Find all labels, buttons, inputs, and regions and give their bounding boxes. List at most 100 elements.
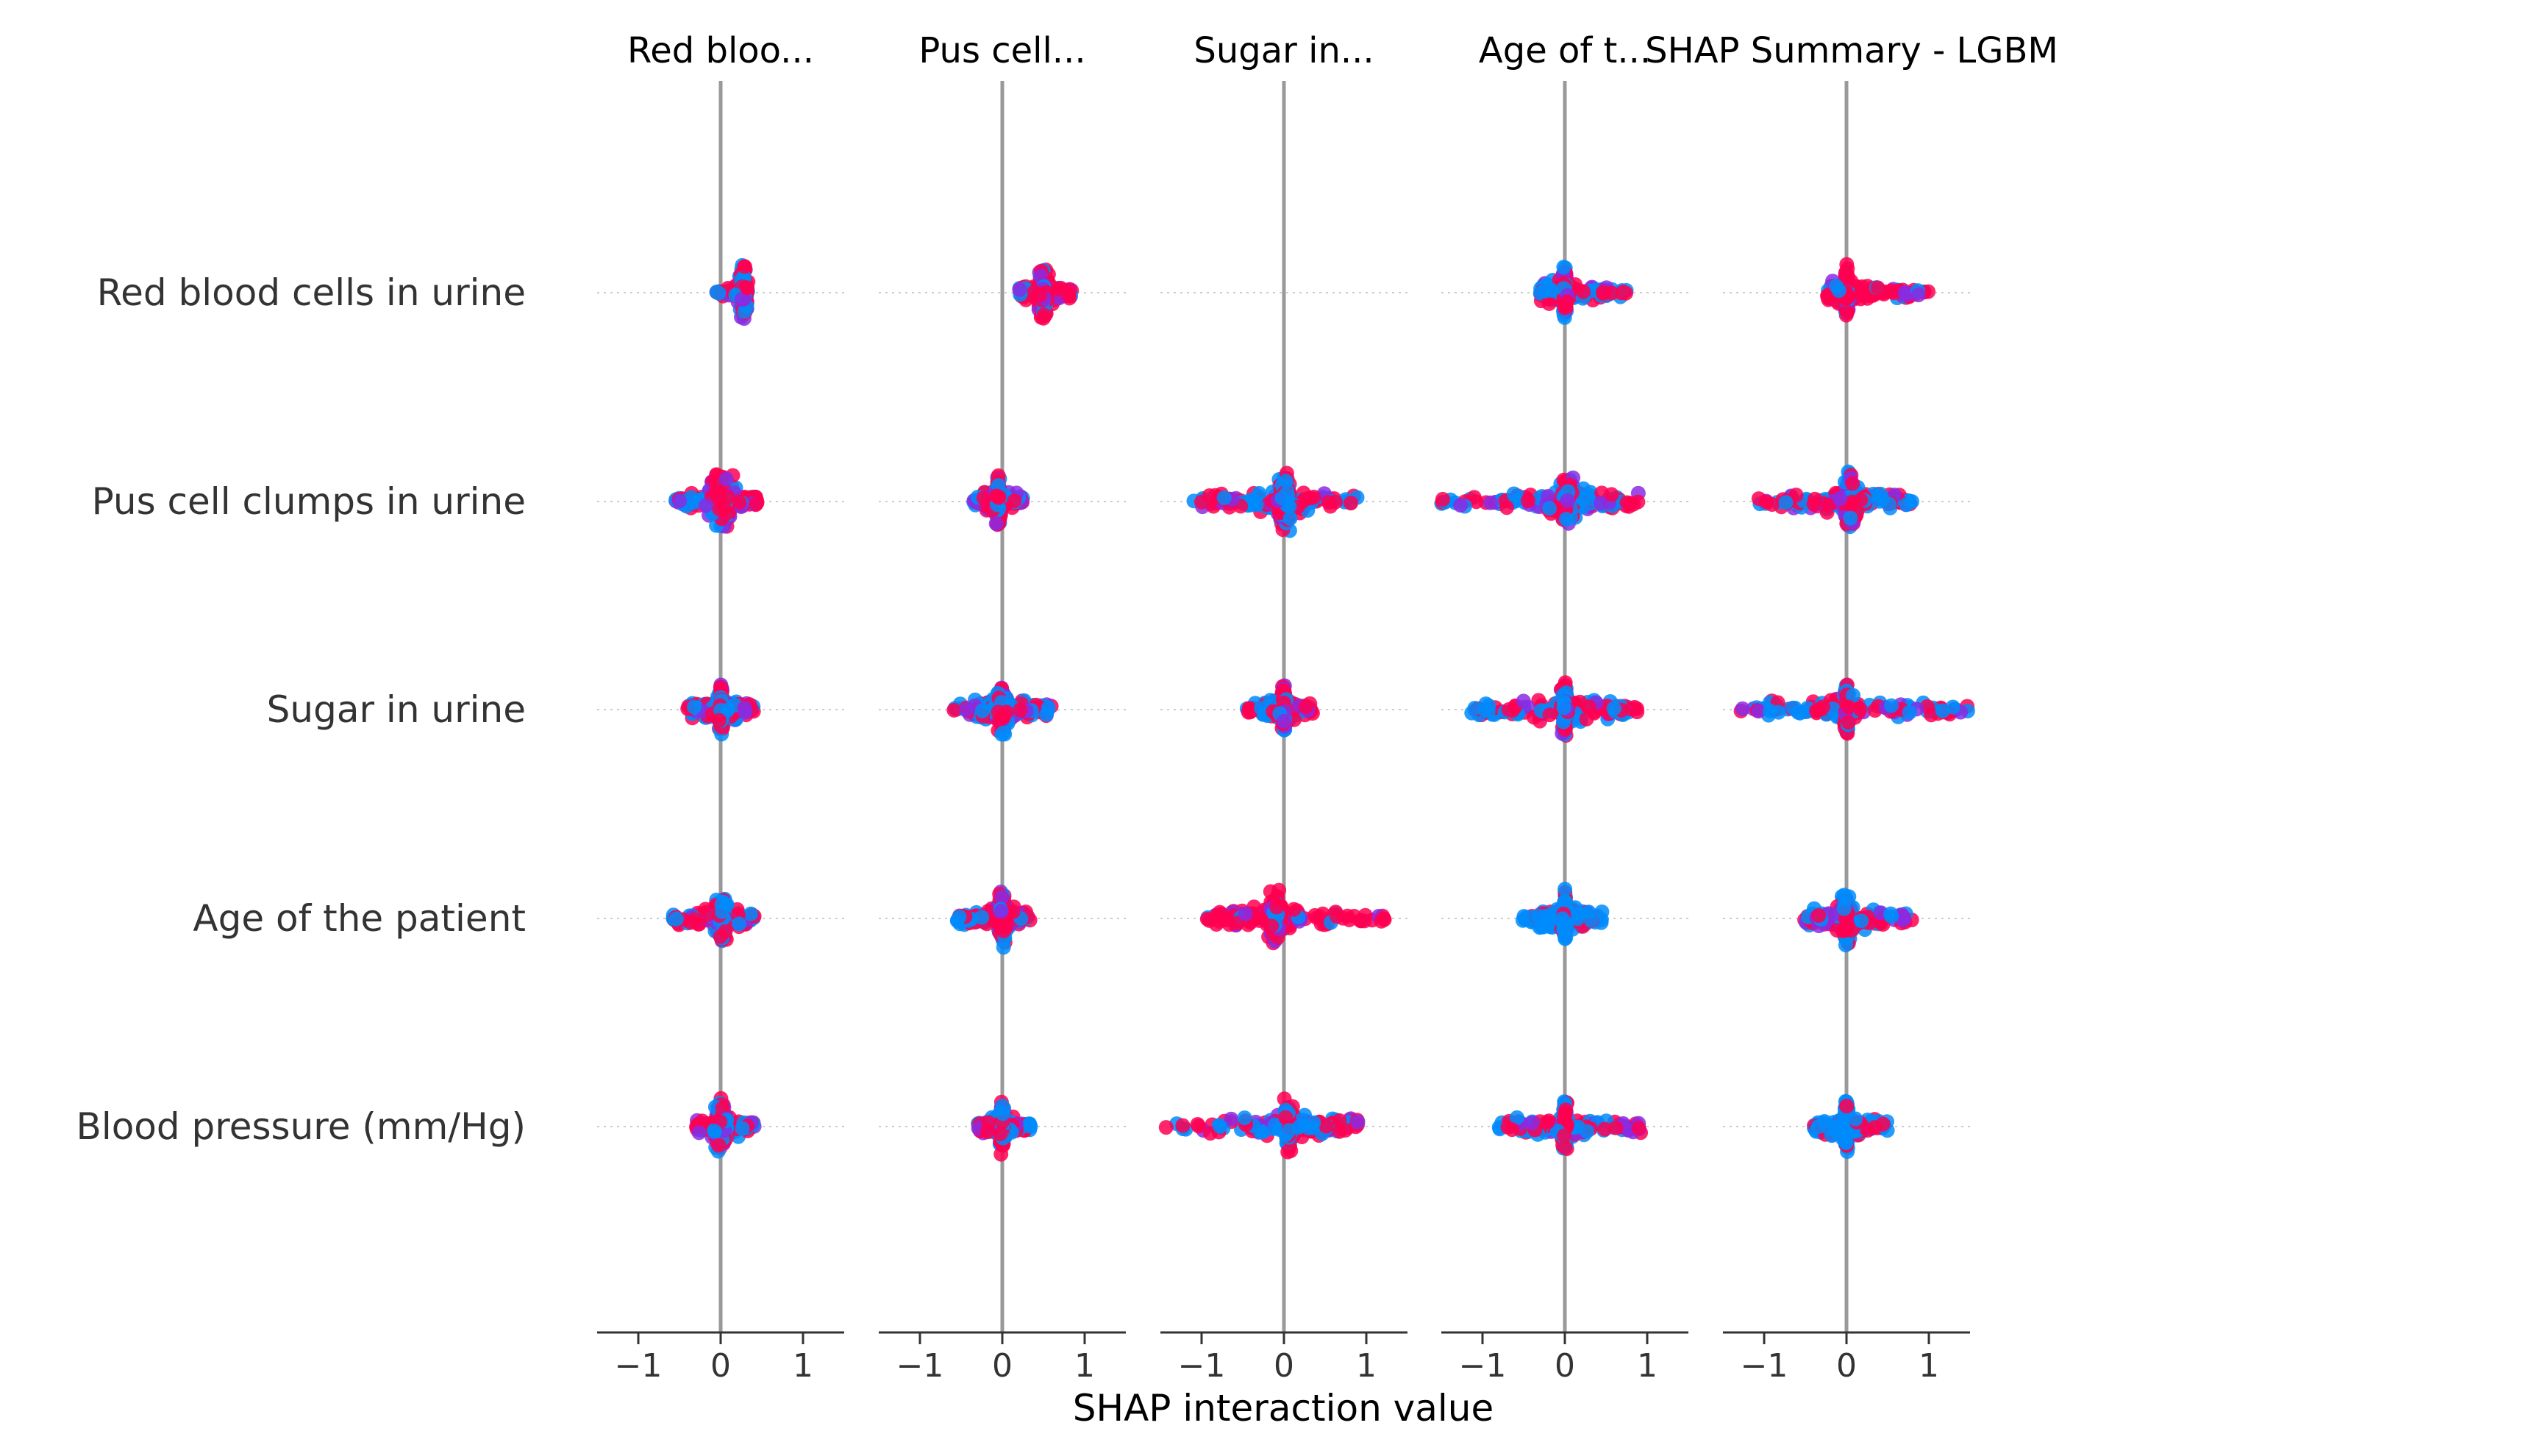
data-point — [1274, 490, 1290, 506]
data-point — [1624, 702, 1639, 717]
data-point — [1269, 899, 1285, 915]
data-point — [712, 501, 727, 516]
data-point — [1278, 1110, 1294, 1125]
panel-4: Age of t...−1 0 1 — [1434, 30, 1688, 1385]
beeswarm-row — [1186, 465, 1365, 538]
feature-label: Blood pressure (mm/Hg) — [76, 1105, 526, 1148]
data-point — [1559, 294, 1574, 310]
data-point — [1556, 700, 1571, 715]
data-point — [1377, 912, 1392, 927]
data-point — [734, 292, 749, 307]
x-tick-label: 0 — [710, 1347, 731, 1385]
panel-3: Sugar in...−1 0 1 — [1158, 30, 1407, 1385]
feature-label: Red blood cells in urine — [97, 271, 526, 314]
data-point — [1556, 260, 1571, 275]
data-point — [1559, 512, 1574, 527]
data-point — [1581, 699, 1596, 715]
data-point — [740, 280, 755, 296]
data-point — [1482, 495, 1498, 510]
data-point — [1286, 902, 1302, 917]
data-point — [1541, 489, 1555, 504]
data-point — [1264, 918, 1280, 934]
data-point — [1022, 1116, 1038, 1132]
beeswarm-row — [689, 1091, 762, 1159]
data-point — [720, 489, 735, 504]
data-point — [1190, 1117, 1205, 1132]
data-point — [1278, 474, 1294, 489]
feature-label: Sugar in urine — [267, 688, 526, 731]
panel-title: Age of t... — [1479, 30, 1651, 71]
x-tick-label: 0 — [1274, 1347, 1294, 1385]
data-point — [1557, 882, 1573, 897]
data-point — [1616, 285, 1631, 299]
data-point — [1542, 707, 1557, 723]
data-point — [715, 904, 729, 919]
data-point — [1313, 909, 1328, 924]
data-point — [993, 904, 1009, 919]
data-point — [718, 471, 734, 487]
x-tick-label: −1 — [896, 1347, 944, 1385]
data-point — [1344, 496, 1359, 511]
data-point — [732, 916, 747, 932]
data-point — [1007, 493, 1022, 509]
data-point — [1012, 282, 1027, 297]
data-point — [1306, 489, 1321, 504]
data-point — [1350, 1114, 1366, 1130]
beeswarm-row — [1491, 1094, 1649, 1157]
data-point — [946, 702, 962, 718]
data-point — [1332, 1124, 1347, 1139]
data-point — [743, 906, 758, 921]
data-point — [732, 494, 747, 510]
data-point — [1555, 911, 1570, 927]
data-point — [1319, 1118, 1334, 1134]
data-point — [1060, 287, 1076, 302]
data-point — [737, 259, 752, 274]
x-tick-label: −1 — [615, 1347, 663, 1385]
data-point — [1453, 498, 1468, 513]
data-point — [1576, 284, 1591, 299]
data-point — [711, 1138, 727, 1153]
data-point — [1213, 1118, 1228, 1134]
data-point — [981, 1115, 996, 1130]
data-point — [1593, 496, 1608, 511]
data-point — [1332, 1113, 1347, 1128]
data-point — [1298, 699, 1313, 714]
x-tick-label: 1 — [1074, 1347, 1095, 1385]
data-point — [995, 1106, 1010, 1121]
data-point — [974, 910, 990, 925]
data-point — [994, 890, 1010, 905]
beeswarm-row — [1239, 678, 1320, 738]
data-point — [1213, 906, 1229, 921]
beeswarm-row — [1012, 263, 1080, 326]
data-point — [996, 923, 1011, 938]
data-point — [1282, 511, 1298, 527]
beeswarm-row — [971, 1094, 1038, 1162]
data-point — [1353, 913, 1369, 929]
data-point — [993, 1146, 1009, 1162]
panel-title: Sugar in... — [1193, 30, 1374, 71]
data-point — [1477, 702, 1492, 717]
data-point — [976, 490, 991, 506]
beeswarm-row — [1515, 882, 1610, 946]
beeswarm-row — [1158, 1091, 1366, 1160]
data-point — [687, 912, 702, 927]
x-tick-label: −1 — [1178, 1347, 1226, 1385]
data-point — [735, 1121, 750, 1136]
data-point — [1216, 490, 1232, 505]
data-point — [1560, 493, 1575, 508]
data-point — [1194, 494, 1209, 510]
data-point — [711, 713, 727, 728]
data-point — [993, 1126, 1008, 1141]
data-point — [718, 924, 733, 939]
data-point — [749, 496, 764, 511]
data-point — [949, 913, 965, 929]
data-point — [1328, 494, 1343, 510]
data-point — [1604, 487, 1619, 502]
panel-1: Red bloo...−1 0 1 — [597, 30, 844, 1385]
beeswarm-row — [1434, 470, 1646, 531]
data-point — [1036, 307, 1052, 323]
data-point — [1579, 711, 1594, 727]
data-point — [1521, 493, 1535, 508]
